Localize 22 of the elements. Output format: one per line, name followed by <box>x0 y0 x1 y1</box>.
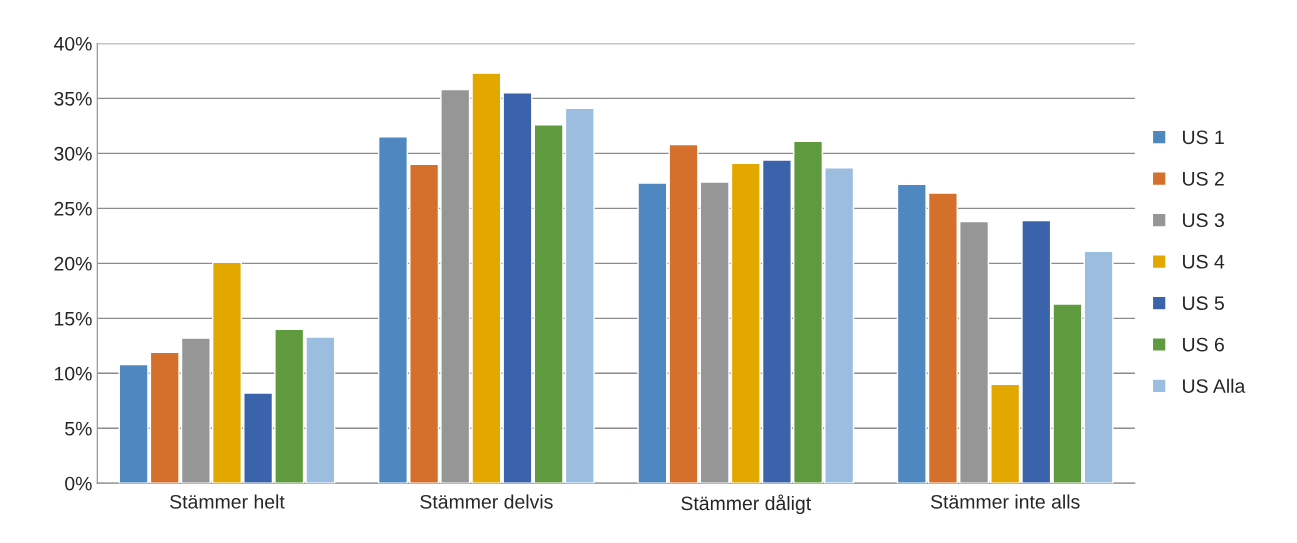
legend-label: US 4 <box>1183 254 1225 269</box>
legend-label: US 3 <box>1183 213 1224 228</box>
y-tick-label: 10% <box>54 366 92 381</box>
legend-label: US Alla <box>1183 378 1246 393</box>
y-tick-label: 0% <box>65 476 92 491</box>
legend-label: US 5 <box>1183 296 1224 311</box>
y-tick-label: 5% <box>65 421 92 436</box>
legend-label: US 1 <box>1183 130 1224 145</box>
legend-label: US 2 <box>1183 171 1224 186</box>
legend-label: US 6 <box>1183 337 1224 352</box>
y-tick-label: 30% <box>54 146 92 161</box>
bar <box>1083 250 1114 484</box>
y-tick-label: 15% <box>54 311 92 326</box>
y-tick-label: 25% <box>54 201 92 216</box>
x-tick-label: Stämmer delvis <box>420 494 553 509</box>
x-tick-label: Stämmer helt <box>170 494 285 509</box>
bar <box>637 182 668 484</box>
y-tick-label: 20% <box>54 256 92 271</box>
x-tick-label: Stämmer inte alls <box>930 494 1080 509</box>
x-tick-label: Stämmer dåligt <box>681 494 812 515</box>
y-tick-label: 40% <box>53 36 92 51</box>
y-tick-label: 35% <box>54 91 92 106</box>
